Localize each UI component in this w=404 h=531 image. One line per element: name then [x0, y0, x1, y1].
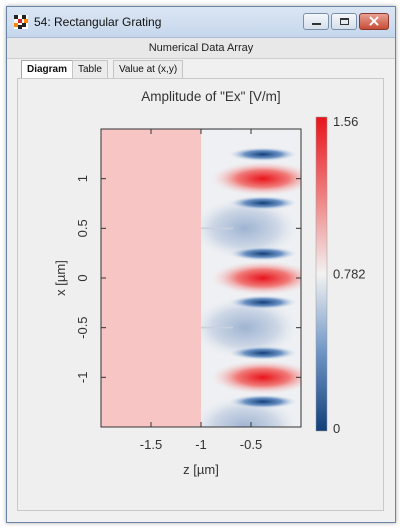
field-maximum: [211, 261, 301, 295]
colorbar: [315, 116, 328, 432]
colorbar-max-label: 1.56: [333, 114, 358, 129]
field-minimum: [229, 196, 297, 210]
colorbar-mid-label: 0.782: [333, 267, 366, 282]
minimize-button[interactable]: [303, 13, 329, 30]
y-tick-label: 0: [75, 274, 90, 281]
app-window: 54: Rectangular Grating Numerical Data A…: [6, 6, 396, 523]
x-tick-label: -0.5: [240, 437, 262, 452]
field-lobe-low: [201, 196, 300, 261]
app-icon: [14, 15, 28, 29]
title-bar[interactable]: 54: Rectangular Grating: [7, 7, 395, 38]
y-axis-label: x [µm]: [53, 260, 68, 296]
field-maximum: [211, 161, 301, 196]
diagram-panel: Amplitude of "Ex" [V/m] -1.5 -1 -0.5 1 0.5 0-…: [17, 78, 384, 511]
x-axis-label: z [µm]: [183, 462, 219, 477]
substrate-region: [101, 129, 201, 427]
heatmap-chart[interactable]: Amplitude of "Ex" [V/m] -1.5 -1 -0.510.50-…: [18, 79, 383, 510]
grating-region: [201, 129, 301, 427]
field-minimum: [229, 246, 297, 261]
minimize-icon: [312, 23, 321, 25]
field-lobe-low: [201, 295, 300, 360]
tab-value-at-xy[interactable]: Value at (x,y): [113, 60, 184, 78]
tab-table[interactable]: Table: [72, 60, 108, 78]
maximize-icon: [340, 18, 349, 25]
close-icon: [369, 16, 379, 26]
y-tick-label: 1: [75, 175, 90, 182]
tab-diagram[interactable]: Diagram: [21, 60, 74, 79]
window-title: 54: Rectangular Grating: [34, 15, 162, 29]
field-minimum: [229, 346, 297, 360]
chart-title: Amplitude of "Ex" [V/m]: [141, 89, 280, 104]
field-minimum: [229, 147, 297, 162]
x-tick-label: -1: [195, 437, 207, 452]
maximize-button[interactable]: [331, 13, 357, 30]
field-maximum: [211, 360, 301, 395]
field-minimum: [229, 295, 297, 310]
data-array-header: Numerical Data Array: [7, 38, 395, 59]
y-tick-label: -1: [75, 372, 90, 384]
heatmap-area: [101, 129, 301, 427]
chart-axes: -1.5 -1 -0.5 1 0.5 0 -0.5 -1: [75, 128, 302, 452]
x-tick-label: -1.5: [140, 437, 162, 452]
close-button[interactable]: [359, 13, 389, 30]
y-tick-label: -0.5: [75, 316, 90, 338]
y-tick-label: 0.5: [75, 219, 90, 237]
colorbar-min-label: 0: [333, 421, 340, 436]
field-minimum: [229, 394, 297, 409]
